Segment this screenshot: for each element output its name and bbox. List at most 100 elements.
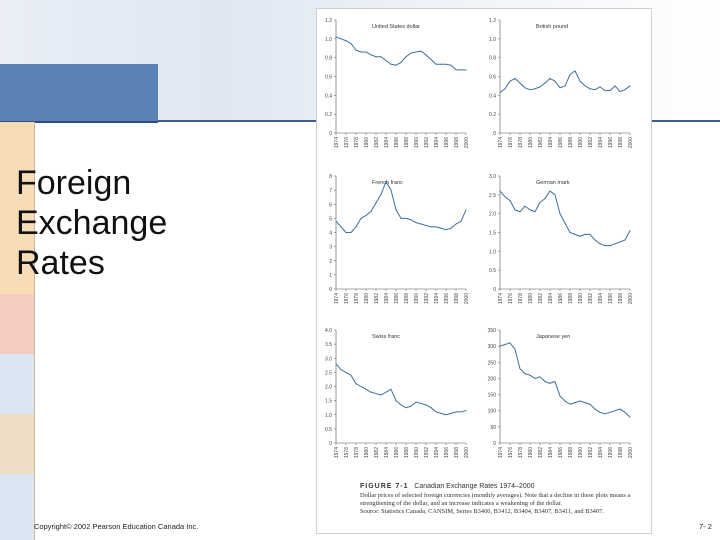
data-point xyxy=(599,411,601,413)
y-tick-label: 0 xyxy=(329,287,332,293)
x-tick-label: 1988 xyxy=(568,137,574,148)
data-point xyxy=(539,201,541,203)
x-tick-label: 1984 xyxy=(384,447,390,458)
x-tick-label: 1980 xyxy=(528,447,534,458)
data-point xyxy=(360,386,362,387)
y-tick-label: 0 xyxy=(329,131,332,137)
data-point xyxy=(584,85,586,87)
data-point xyxy=(499,345,501,347)
data-point xyxy=(594,89,596,91)
x-tick-label: 1980 xyxy=(364,447,370,458)
data-point xyxy=(420,223,422,225)
data-point xyxy=(534,377,536,379)
data-point xyxy=(604,90,606,92)
y-tick-label: 1.0 xyxy=(325,37,332,43)
x-tick-label: 1976 xyxy=(344,293,350,304)
slide-title-line: Exchange xyxy=(16,204,168,242)
data-point xyxy=(410,219,412,221)
y-tick-label: 0.5 xyxy=(489,268,496,274)
data-point xyxy=(350,374,352,376)
data-point xyxy=(445,414,447,416)
data-point xyxy=(524,87,526,89)
x-tick-label: 1978 xyxy=(354,137,360,148)
data-point xyxy=(574,70,576,72)
figure-title: Canadian Exchange Rates 1974–2000 xyxy=(414,483,535,490)
data-point xyxy=(579,400,581,402)
x-tick-label: 1996 xyxy=(444,293,450,304)
y-tick-label: 0.4 xyxy=(325,93,332,99)
data-point xyxy=(425,404,427,406)
x-tick-label: 2000 xyxy=(464,137,470,148)
figure-panel xyxy=(316,8,652,534)
x-tick-label: 1994 xyxy=(598,447,604,458)
y-tick-label: 8 xyxy=(329,174,332,180)
figure-source: Source: Statistics Canada, CANSIM, Serie… xyxy=(360,508,604,515)
data-point xyxy=(430,407,432,409)
data-point xyxy=(370,391,372,393)
x-tick-label: 1984 xyxy=(548,447,554,458)
data-point xyxy=(569,74,571,76)
x-tick-label: 1982 xyxy=(538,447,544,458)
data-point xyxy=(350,232,352,233)
y-tick-label: 1.0 xyxy=(489,249,496,255)
data-point xyxy=(410,52,412,54)
x-tick-label: 1996 xyxy=(608,293,614,304)
x-tick-label: 1982 xyxy=(538,293,544,304)
slide-title-line: Rates xyxy=(16,244,105,282)
data-point xyxy=(455,69,457,71)
y-tick-label: 2.5 xyxy=(325,370,332,376)
data-point xyxy=(415,51,417,53)
x-tick-label: 1982 xyxy=(374,447,380,458)
data-point xyxy=(564,400,566,402)
data-point xyxy=(430,59,432,61)
data-point xyxy=(440,63,442,65)
x-tick-label: 1988 xyxy=(568,293,574,304)
x-tick-label: 1996 xyxy=(444,447,450,458)
data-point xyxy=(534,211,536,213)
x-tick-label: 2000 xyxy=(464,293,470,304)
data-point xyxy=(450,412,452,414)
data-point xyxy=(534,88,536,90)
x-tick-label: 1990 xyxy=(414,447,420,458)
x-tick-label: 1996 xyxy=(444,137,450,148)
x-tick-label: 1974 xyxy=(498,137,504,148)
x-tick-label: 1994 xyxy=(434,137,440,148)
x-tick-label: 1976 xyxy=(508,137,514,148)
data-point xyxy=(624,411,626,413)
y-tick-label: 50 xyxy=(490,425,496,431)
data-point xyxy=(554,194,556,196)
data-point xyxy=(559,395,561,397)
data-point xyxy=(584,402,586,404)
data-point xyxy=(410,405,412,407)
data-point xyxy=(400,217,402,219)
data-point xyxy=(629,230,631,232)
x-tick-label: 1988 xyxy=(404,137,410,148)
data-point xyxy=(460,411,462,413)
data-point xyxy=(594,408,596,410)
data-point xyxy=(614,243,616,245)
chart-swiss-franc: 0 0.5 1.0 1.5 2.0 2.5 3.0 3.5 4.0 1974 1976 1978 198… xyxy=(325,328,470,458)
data-point xyxy=(549,190,551,192)
data-point xyxy=(624,89,626,91)
x-tick-label: 1978 xyxy=(354,447,360,458)
data-point xyxy=(589,88,591,90)
chart-title: German mark xyxy=(536,180,570,186)
data-point xyxy=(589,403,591,405)
x-tick-label: 2000 xyxy=(464,447,470,458)
y-tick-label: 4.0 xyxy=(325,328,332,334)
data-point xyxy=(450,64,452,66)
data-point xyxy=(504,196,506,198)
y-tick-label: 3.5 xyxy=(325,342,332,348)
data-point xyxy=(504,344,506,346)
y-tick-label: 1 xyxy=(329,273,332,279)
y-tick-label: 100 xyxy=(488,409,497,415)
series-line xyxy=(335,36,466,71)
x-tick-label: 1998 xyxy=(454,293,460,304)
data-point xyxy=(519,211,521,213)
x-tick-label: 1992 xyxy=(424,293,430,304)
data-point xyxy=(435,226,437,228)
data-point xyxy=(529,89,531,91)
y-tick-label: 2.5 xyxy=(489,193,496,199)
y-tick-label: 1.0 xyxy=(325,413,332,419)
x-tick-label: 1976 xyxy=(344,137,350,148)
